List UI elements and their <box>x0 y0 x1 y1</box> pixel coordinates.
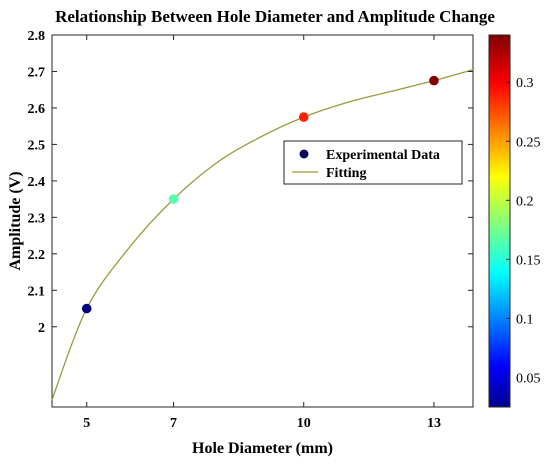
data-point <box>298 112 309 122</box>
fitting-layer <box>51 68 474 400</box>
x-tick-label: 5 <box>83 416 90 431</box>
y-tick-label: 2.8 <box>28 29 46 44</box>
colorbar-tick-label: 0.1 <box>516 312 534 327</box>
colorbar-tick-label: 0.25 <box>516 135 541 150</box>
x-tick-label: 13 <box>427 416 441 431</box>
y-tick-label: 2.6 <box>28 102 46 117</box>
plot-area: 5 7 10 13 2 2.1 2.2 2.3 2.4 2.5 2.6 2.7 2.8 <box>28 29 474 431</box>
y-tick-label: 2.5 <box>28 138 46 153</box>
colorbar-tick-label: 0.15 <box>516 253 541 268</box>
x-axis-label: Hole Diameter (mm) <box>192 440 333 457</box>
y-tick-label: 2.4 <box>28 175 46 190</box>
legend-label-experimental: Experimental Data <box>326 148 440 163</box>
colorbar-ticks: 0.05 0.1 0.15 0.2 0.25 0.3 <box>506 76 541 386</box>
colorbar-tick-label: 0.2 <box>516 194 534 209</box>
colorbar-gradient <box>488 34 511 408</box>
x-tick-label: 10 <box>297 416 311 431</box>
x-tick-label: 7 <box>170 416 177 431</box>
chart-title: Relationship Between Hole Diameter and A… <box>55 7 495 26</box>
data-point <box>429 75 439 86</box>
y-axis-label: Amplitude (V) <box>7 171 24 270</box>
x-ticks: 5 7 10 13 <box>83 35 441 431</box>
legend-label-fitting: Fitting <box>326 166 366 181</box>
plot-frame <box>51 34 474 408</box>
legend: Experimental Data Fitting <box>283 140 463 185</box>
data-point <box>81 303 92 314</box>
fitting-line <box>51 68 474 400</box>
y-tick-label: 2.2 <box>28 248 46 263</box>
data-point <box>168 194 179 204</box>
points-layer <box>81 75 439 314</box>
colorbar-tick-label: 0.05 <box>516 371 541 386</box>
y-tick-label: 2.7 <box>28 65 46 80</box>
colorbar-tick-label: 0.3 <box>516 76 534 91</box>
legend-marker-experimental <box>299 149 309 159</box>
y-tick-label: 2 <box>38 321 45 336</box>
legend-box <box>283 140 463 185</box>
y-tick-label: 2.3 <box>28 211 46 226</box>
y-tick-label: 2.1 <box>28 284 46 299</box>
y-ticks: 2 2.1 2.2 2.3 2.4 2.5 2.6 2.7 2.8 <box>28 29 473 336</box>
colorbar: 0.05 0.1 0.15 0.2 0.25 0.3 <box>488 34 541 408</box>
